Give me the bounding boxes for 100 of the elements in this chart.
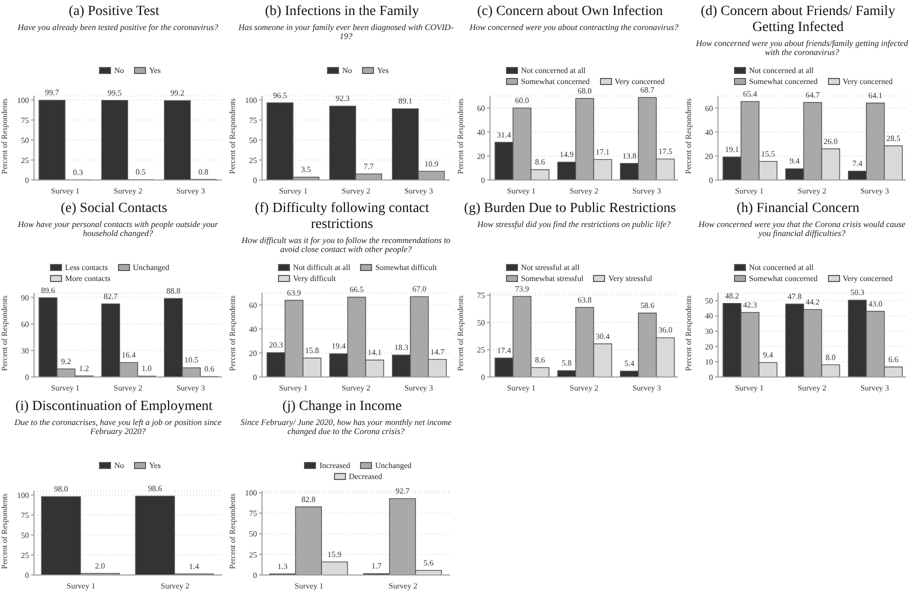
data-label: 5.6 xyxy=(424,558,434,568)
x-tick-label: Survey 3 xyxy=(404,186,434,196)
chart-subtitle: How stressful did you find the restrictions on public life? xyxy=(476,218,672,230)
y-tick-label: 0 xyxy=(25,373,29,382)
x-tick-label: Survey 1 xyxy=(50,384,80,394)
y-axis-title: Percent of Respondents xyxy=(228,98,237,174)
legend-label: Not concerned at all xyxy=(748,263,814,272)
chart-subtitle: How concerned were you that the Corona crisis would cause you financial difficulties? xyxy=(698,218,906,238)
legend-label: Somewhat concerned xyxy=(520,77,590,86)
x-tick-label: Survey 1 xyxy=(278,186,308,196)
legend-label: Less contacts xyxy=(64,263,108,272)
data-label: 89.6 xyxy=(41,286,56,296)
data-label: 17.1 xyxy=(596,147,610,156)
y-tick-label: 90 xyxy=(21,294,29,303)
data-label: 2.0 xyxy=(95,561,106,570)
y-tick-label: 25 xyxy=(249,550,257,559)
y-tick-label: 40 xyxy=(705,312,713,322)
data-label: 60.0 xyxy=(515,96,530,105)
chart-subtitle: How concerned were you about contracting the coronavirus? xyxy=(468,21,680,32)
legend-label: Unchanged xyxy=(132,263,170,272)
data-label: 0.3 xyxy=(73,168,84,177)
data-label: 82.7 xyxy=(104,292,118,302)
x-tick-label: Survey 1 xyxy=(278,384,308,394)
y-tick-label: 25 xyxy=(477,346,485,355)
data-label: 73.9 xyxy=(515,284,530,294)
legend-label: Somewhat difficult xyxy=(374,263,437,272)
y-tick-label: 0 xyxy=(481,176,485,185)
x-tick-label: Survey 3 xyxy=(404,384,434,394)
legend-label: Yes xyxy=(148,66,161,75)
x-tick-label: Survey 2 xyxy=(570,384,598,394)
y-tick-label: 75 xyxy=(249,116,257,125)
y-tick-label: 50 xyxy=(21,136,29,145)
y-tick-label: 50 xyxy=(21,530,29,540)
y-tick-label: 100 xyxy=(245,488,257,498)
x-tick-label: Survey 3 xyxy=(860,384,890,394)
legend-label: Somewhat stressful xyxy=(520,274,584,284)
x-tick-label: Survey 2 xyxy=(342,186,370,196)
data-label: 92.3 xyxy=(336,94,350,104)
data-label: 44.2 xyxy=(806,298,820,307)
data-label: 15.9 xyxy=(328,550,342,559)
data-label: 8.6 xyxy=(535,158,546,167)
y-tick-label: 30 xyxy=(21,346,29,356)
chart-title: (j) Change in Income xyxy=(281,398,403,415)
data-label: 19.1 xyxy=(725,145,740,154)
y-tick-label: 75 xyxy=(21,510,29,520)
data-label: 99.7 xyxy=(45,88,60,98)
data-label: 14.7 xyxy=(430,348,444,357)
data-label: 67.0 xyxy=(412,284,426,294)
data-label: 66.5 xyxy=(350,286,364,295)
data-label: 1.4 xyxy=(189,562,200,571)
y-tick-label: 20 xyxy=(249,349,257,358)
data-label: 98.0 xyxy=(54,484,68,494)
x-tick-label: Survey 2 xyxy=(798,186,826,196)
chart-subtitle: Due to the coronacrises, have you left a job or position since February 2020? xyxy=(14,416,222,436)
legend-label: Somewhat concerned xyxy=(748,274,818,284)
y-tick-label: 60 xyxy=(249,301,257,310)
y-tick-label: 0 xyxy=(25,570,29,580)
y-tick-label: 0 xyxy=(253,373,257,382)
data-label: 7.4 xyxy=(852,159,862,168)
y-axis-title: Percent of Respondents xyxy=(0,296,9,372)
data-label: 14.1 xyxy=(368,348,382,358)
y-tick-label: 75 xyxy=(21,116,29,125)
chart-subtitle: How concerned were you about friends/family getting infected with the coronavirus? xyxy=(695,37,909,57)
y-tick-label: 50 xyxy=(705,296,713,306)
legend-label: Very stressful xyxy=(607,274,652,284)
data-label: 65.4 xyxy=(743,90,758,99)
data-label: 1.2 xyxy=(79,364,90,374)
y-axis-title: Percent of Respondents xyxy=(684,98,693,174)
data-label: 20.3 xyxy=(269,340,284,350)
y-tick-label: 40 xyxy=(249,325,257,334)
y-tick-label: 50 xyxy=(477,318,485,328)
data-label: 9.4 xyxy=(790,156,800,166)
data-label: 3.5 xyxy=(301,165,312,174)
data-label: 19.4 xyxy=(332,342,346,352)
x-tick-label: Survey 1 xyxy=(50,186,80,196)
y-tick-label: 100 xyxy=(17,96,29,105)
legend-label: Increased xyxy=(318,460,350,470)
data-label: 50.3 xyxy=(850,288,864,298)
data-label: 5.8 xyxy=(562,359,572,368)
data-label: 82.8 xyxy=(302,494,316,504)
legend-label: Very concerned xyxy=(842,77,893,86)
chart-title: (a) Positive Test xyxy=(68,3,160,20)
chart-subtitle: Has someone in your family ever been diagnosed with COVID-19? xyxy=(237,21,455,41)
x-tick-label: Survey 3 xyxy=(632,384,662,394)
data-label: 30.4 xyxy=(596,332,610,342)
legend-label: Decreased xyxy=(348,472,382,481)
data-label: 63.9 xyxy=(287,288,302,298)
legend-label: No xyxy=(113,66,124,75)
x-tick-label: Survey 3 xyxy=(860,186,890,196)
chart-title: (f) Difficulty following contact restrictions xyxy=(254,200,430,234)
data-label: 17.4 xyxy=(497,346,512,356)
legend-label: Somewhat concerned xyxy=(748,77,818,86)
data-label: 36.0 xyxy=(658,326,672,336)
data-label: 89.1 xyxy=(398,96,412,106)
data-label: 17.5 xyxy=(658,147,672,156)
y-tick-label: 40 xyxy=(477,128,485,137)
y-tick-label: 60 xyxy=(477,104,485,113)
data-label: 99.5 xyxy=(108,88,122,98)
y-tick-label: 50 xyxy=(249,529,257,538)
x-tick-label: Survey 3 xyxy=(176,186,206,196)
